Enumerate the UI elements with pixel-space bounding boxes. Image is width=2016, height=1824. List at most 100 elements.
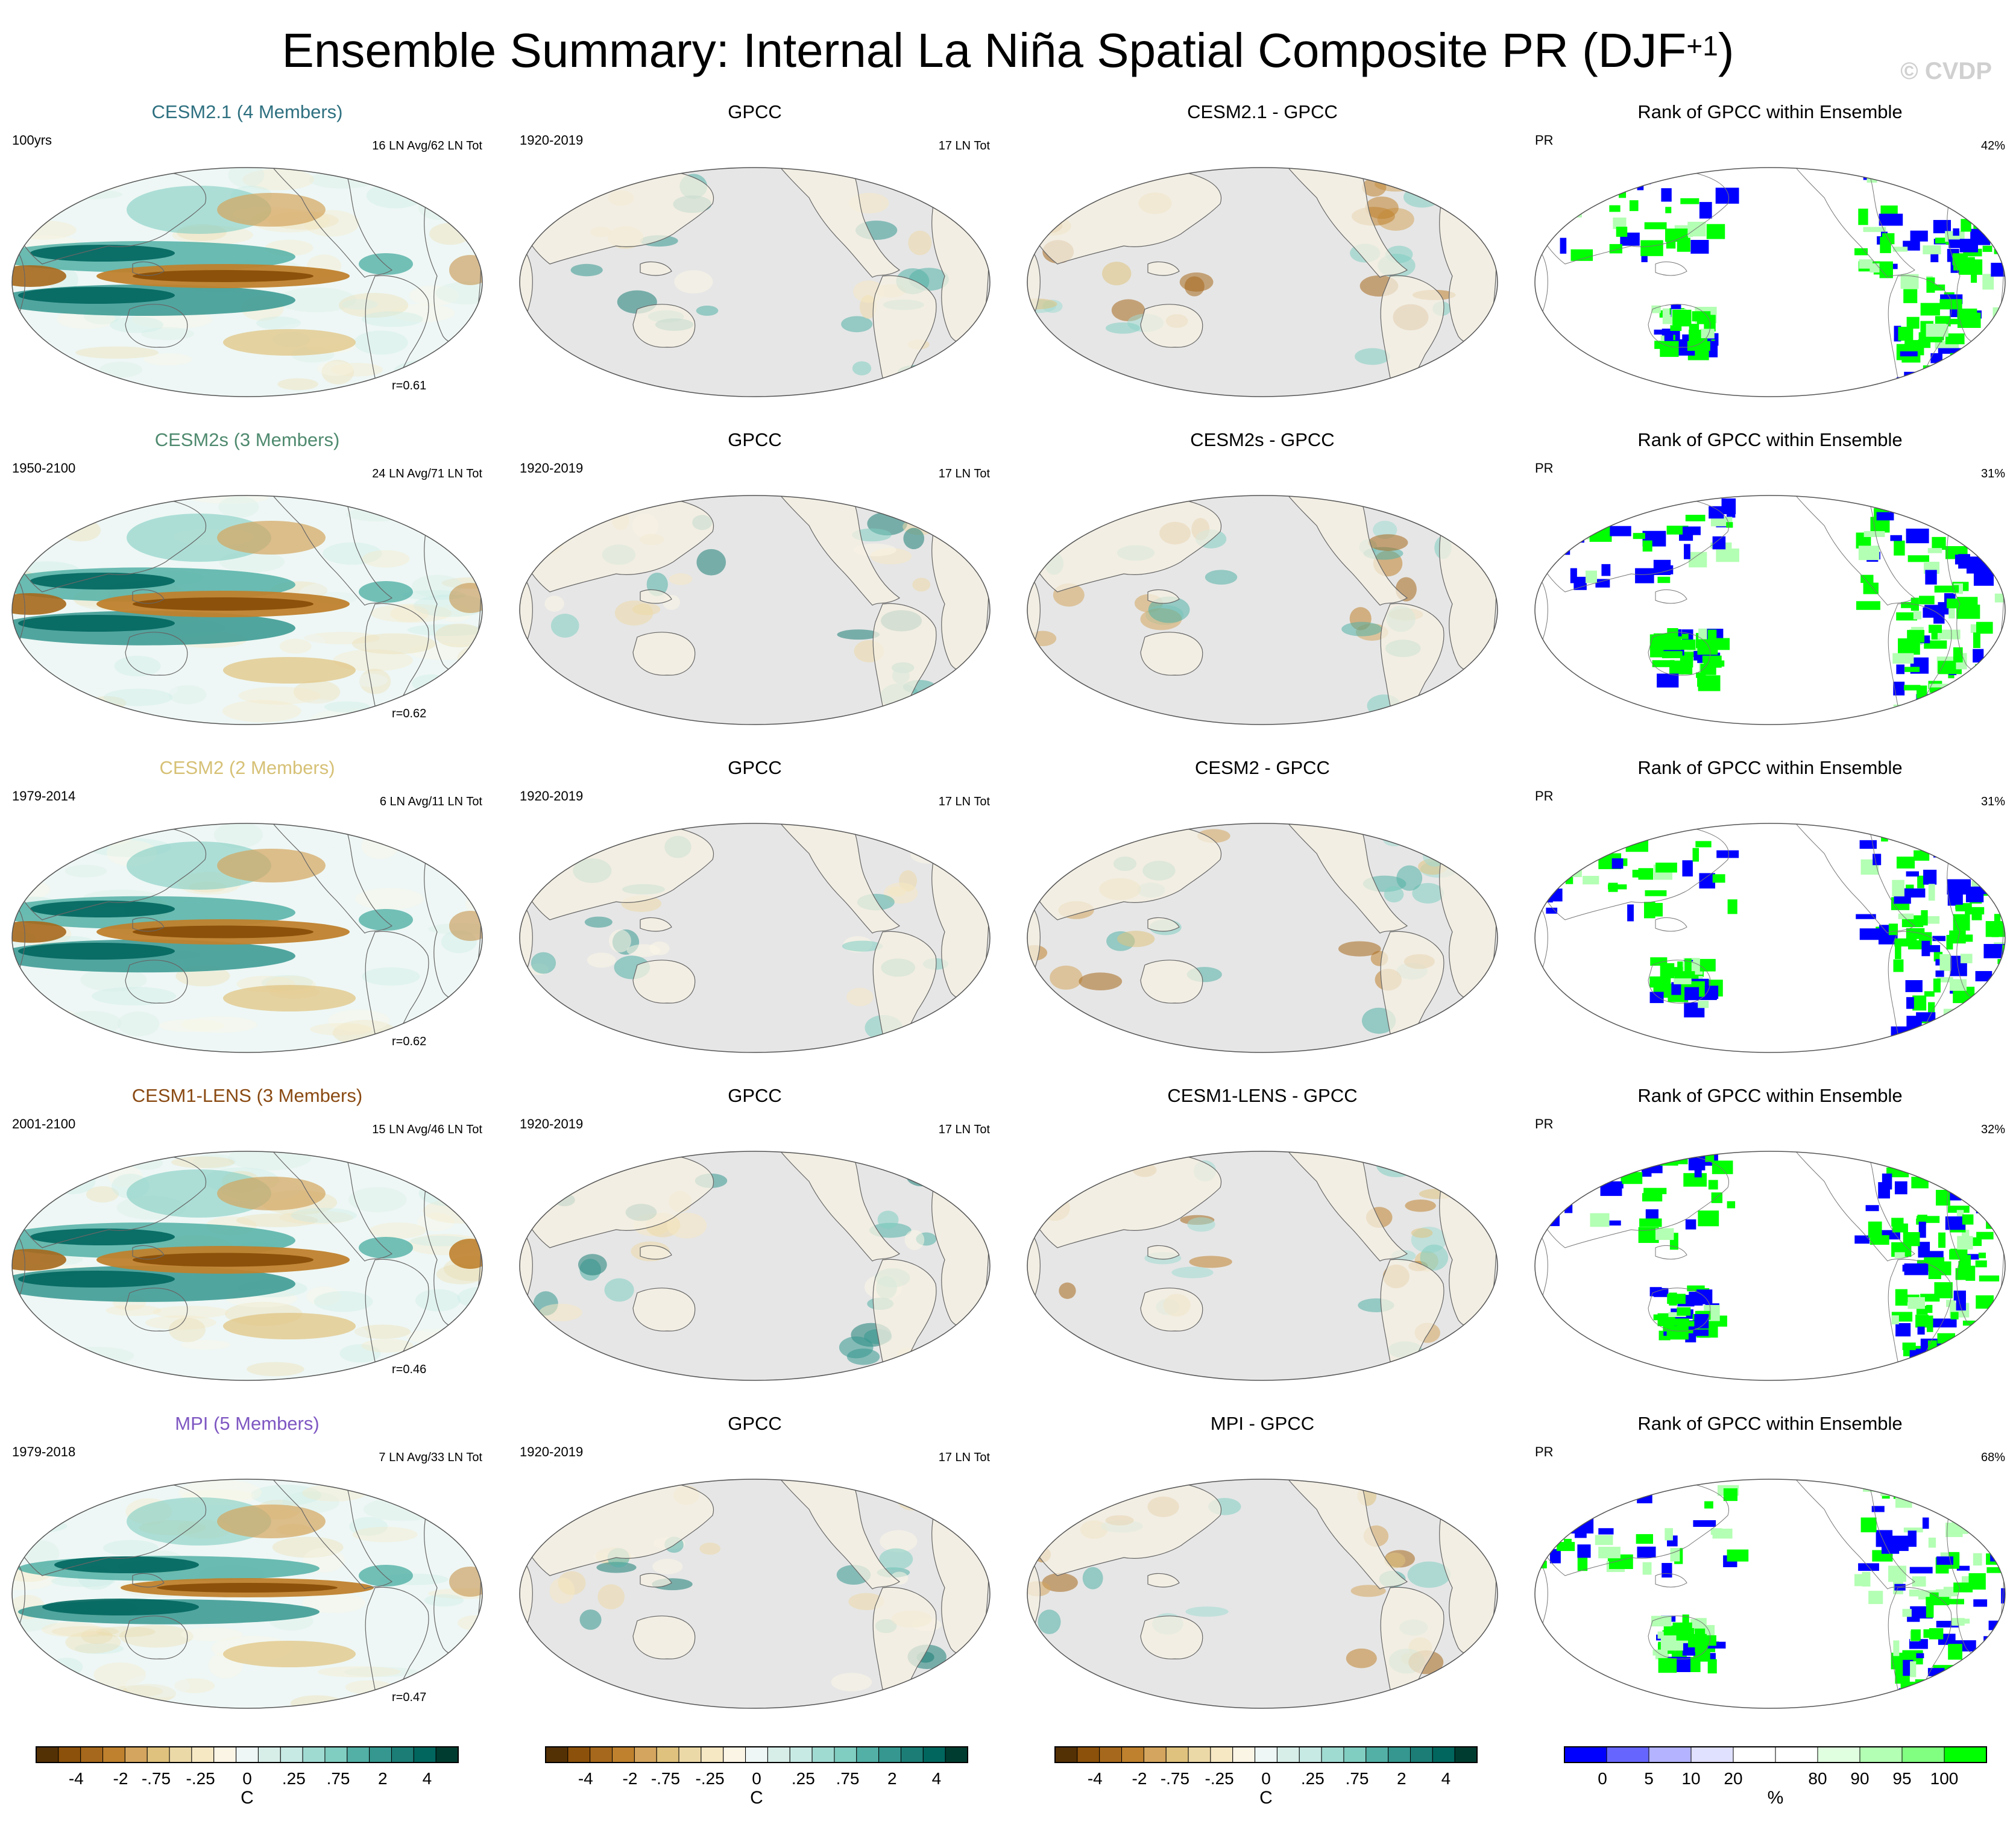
field-patch bbox=[352, 1527, 418, 1543]
rank-cell bbox=[1927, 1034, 1950, 1048]
field-patch bbox=[192, 1154, 236, 1169]
rank-cell bbox=[1969, 202, 1979, 210]
continent-outline bbox=[1788, 495, 1915, 606]
map-panel-rank: Rank of GPCC within Ensemble PR 68% bbox=[1529, 1413, 2011, 1738]
field-patch bbox=[342, 299, 378, 310]
map-plot bbox=[519, 823, 991, 1053]
rank-cell bbox=[2000, 1545, 2005, 1551]
rank-cell bbox=[1716, 548, 1739, 562]
continent-outline bbox=[772, 1151, 901, 1262]
rank-cell bbox=[1893, 959, 1904, 972]
rank-cell bbox=[1645, 890, 1667, 896]
rank-cell bbox=[1948, 1644, 1962, 1660]
field-patch bbox=[362, 967, 420, 986]
field-patch bbox=[109, 316, 163, 333]
rank-cell bbox=[1991, 995, 2003, 1011]
rank-cell bbox=[1653, 1314, 1669, 1321]
rank-cell bbox=[1987, 182, 2005, 190]
rank-cell bbox=[2003, 623, 2005, 637]
rank-cell bbox=[1953, 1175, 1972, 1185]
rank-cell bbox=[1921, 714, 1937, 725]
continent-outline bbox=[1788, 168, 1915, 278]
land-patch bbox=[906, 1480, 948, 1504]
field-patch bbox=[339, 292, 409, 318]
rank-cell bbox=[1573, 170, 1583, 181]
field-patch bbox=[145, 1315, 216, 1330]
map-border bbox=[1534, 1479, 2006, 1709]
rank-cell bbox=[1988, 1620, 2005, 1631]
map-panel-diff: CESM2.1 - GPCC bbox=[1021, 101, 1504, 427]
colorbar-swatch bbox=[922, 1746, 946, 1763]
rank-cell bbox=[1727, 1201, 1736, 1209]
rank-cell bbox=[1983, 944, 2005, 958]
rank-cell bbox=[1973, 1599, 1988, 1607]
rank-cell bbox=[1873, 854, 1882, 866]
rank-cell bbox=[1921, 1051, 1939, 1052]
colorbar-swatch bbox=[878, 1746, 901, 1763]
field-patch bbox=[331, 362, 383, 377]
field-patch bbox=[418, 1180, 479, 1206]
rank-cell bbox=[1570, 568, 1577, 583]
land-patch bbox=[837, 629, 880, 640]
field-patch bbox=[363, 1497, 443, 1521]
rank-cell bbox=[1687, 341, 1710, 351]
continent-outline bbox=[1147, 1573, 1180, 1588]
continent-outline bbox=[264, 1479, 393, 1590]
rank-cell bbox=[1947, 381, 1969, 392]
rank-cell bbox=[1945, 729, 1952, 744]
rank-cell bbox=[1708, 1180, 1718, 1190]
rank-percent: 42% bbox=[1980, 139, 2005, 153]
rank-cell bbox=[1935, 970, 1944, 977]
land-patch bbox=[596, 1562, 637, 1573]
map-panel-diff: CESM2s - GPCC bbox=[1021, 429, 1504, 755]
rank-cell bbox=[1697, 639, 1718, 655]
rank-cell bbox=[1988, 1504, 2000, 1511]
continent-outline bbox=[1648, 1615, 1711, 1659]
field-patch bbox=[429, 222, 471, 245]
rank-cell bbox=[1948, 1206, 1970, 1213]
continent-outline bbox=[132, 1245, 165, 1260]
continent-outline bbox=[872, 603, 937, 725]
wet-core-south bbox=[18, 287, 175, 304]
continent-outline bbox=[307, 1463, 356, 1478]
rank-cell bbox=[1957, 1236, 1973, 1250]
land-patch bbox=[1368, 534, 1408, 552]
rank-cell bbox=[1976, 1295, 1994, 1309]
panel-la-nina-count: 17 LN Tot bbox=[938, 1123, 990, 1136]
dry-patch-south bbox=[223, 1313, 356, 1339]
field-patch bbox=[409, 849, 450, 861]
rank-cell bbox=[1923, 377, 1939, 395]
rank-cell bbox=[1700, 664, 1716, 675]
rank-cell bbox=[1854, 1235, 1870, 1244]
land-patch bbox=[544, 596, 564, 612]
map-border bbox=[11, 823, 483, 1053]
continent-outline bbox=[1323, 479, 1371, 494]
map-panel-model: CESM1-LENS (3 Members) 2001-2100 15 LN Avg… bbox=[6, 1085, 488, 1410]
rank-cell bbox=[1558, 851, 1573, 857]
rank-cell bbox=[1945, 521, 1955, 530]
continent-outline bbox=[872, 931, 937, 1052]
continent-outline bbox=[872, 275, 937, 397]
field-patch bbox=[348, 1187, 407, 1213]
rank-cell bbox=[1862, 1571, 1871, 1587]
field-patch bbox=[294, 824, 373, 848]
rank-cell bbox=[1982, 862, 1991, 871]
colorbar-plot: -4 -2 -.75 -.25 0 .25 .75 2 4 C bbox=[545, 1746, 968, 1806]
rank-cell bbox=[1726, 522, 1733, 528]
colorbar-swatch bbox=[678, 1746, 702, 1763]
rank-cell bbox=[1589, 526, 1612, 542]
figure-title: Ensemble Summary: Internal La Niña Spati… bbox=[0, 22, 2016, 80]
rank-cell bbox=[1950, 1312, 1959, 1319]
colorbar-unit-label: C bbox=[1259, 1788, 1273, 1806]
land-patch bbox=[521, 174, 551, 198]
rank-cell bbox=[1890, 535, 1902, 541]
continent-outline bbox=[1655, 590, 1687, 604]
rank-cell bbox=[1926, 1601, 1934, 1618]
field-patch bbox=[389, 826, 470, 843]
continent-outline bbox=[1380, 1259, 1444, 1380]
panel-title: CESM2s (3 Members) bbox=[154, 429, 340, 450]
rank-cell bbox=[1923, 395, 1947, 397]
panel-title: GPCC bbox=[728, 1085, 782, 1106]
rank-cell bbox=[1611, 858, 1624, 869]
rank-cell bbox=[1896, 612, 1918, 621]
